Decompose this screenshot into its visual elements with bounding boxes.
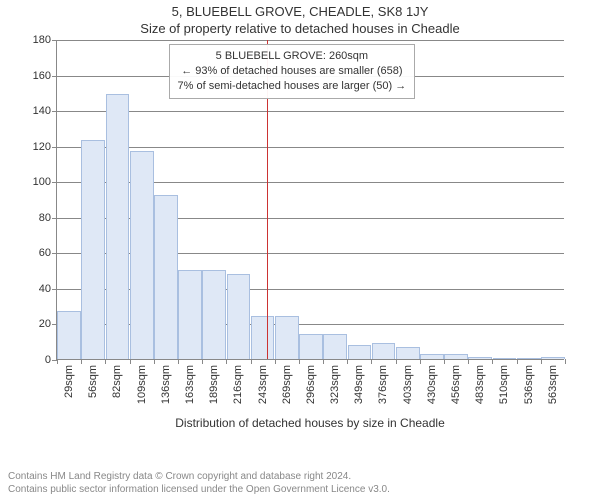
y-tick-label: 140: [33, 105, 57, 117]
histogram-bar: [106, 94, 130, 359]
histogram-bar: [154, 195, 178, 359]
annotation-line: ← 93% of detached houses are smaller (65…: [178, 64, 407, 79]
annotation-line: 7% of semi-detached houses are larger (5…: [178, 79, 407, 94]
chart-container: Number of detached properties 0204060801…: [56, 40, 584, 430]
x-tick-label: 563sqm: [547, 365, 559, 404]
histogram-bar: [348, 345, 372, 359]
footer-line-1: Contains HM Land Registry data © Crown c…: [8, 470, 390, 483]
chart-plot-area: 02040608010012014016018029sqm56sqm82sqm1…: [56, 40, 564, 360]
gridline: [57, 40, 564, 41]
histogram-bar: [517, 358, 541, 359]
x-tick-label: 269sqm: [281, 365, 293, 404]
histogram-bar: [178, 270, 202, 359]
x-axis-label: Distribution of detached houses by size …: [56, 416, 564, 430]
histogram-bar: [420, 354, 444, 359]
x-tick-label: 56sqm: [87, 365, 99, 398]
histogram-bar: [275, 316, 299, 359]
gridline: [57, 111, 564, 112]
histogram-bar: [541, 357, 565, 359]
x-tick-label: 29sqm: [63, 365, 75, 398]
histogram-bar: [372, 343, 396, 359]
x-tick-label: 82sqm: [111, 365, 123, 398]
histogram-bar: [396, 347, 420, 359]
y-tick-label: 80: [39, 212, 57, 224]
y-tick-label: 40: [39, 283, 57, 295]
annotation-line: 5 BLUEBELL GROVE: 260sqm: [178, 49, 407, 64]
x-tick-label: 216sqm: [232, 365, 244, 404]
histogram-bar: [493, 358, 517, 359]
annotation-box: 5 BLUEBELL GROVE: 260sqm← 93% of detache…: [169, 44, 416, 99]
x-tick-label: 483sqm: [474, 365, 486, 404]
y-tick-label: 60: [39, 247, 57, 259]
x-tick-label: 136sqm: [160, 365, 172, 404]
x-tick-label: 536sqm: [523, 365, 535, 404]
histogram-bar: [251, 316, 275, 359]
x-tick-label: 189sqm: [208, 365, 220, 404]
histogram-bar: [444, 354, 468, 359]
page-title: 5, BLUEBELL GROVE, CHEADLE, SK8 1JY: [0, 0, 600, 19]
x-tick-label: 403sqm: [402, 365, 414, 404]
histogram-bar: [202, 270, 226, 359]
x-tick-label: 456sqm: [450, 365, 462, 404]
x-tick-label: 376sqm: [377, 365, 389, 404]
y-tick-label: 120: [33, 141, 57, 153]
histogram-bar: [81, 140, 105, 359]
x-tick-label: 163sqm: [184, 365, 196, 404]
x-tick-label: 296sqm: [305, 365, 317, 404]
histogram-bar: [130, 151, 154, 359]
histogram-bar: [323, 334, 347, 359]
page-subtitle: Size of property relative to detached ho…: [0, 19, 600, 38]
x-tick-label: 430sqm: [426, 365, 438, 404]
histogram-bar: [57, 311, 81, 359]
x-tick-label: 109sqm: [136, 365, 148, 404]
y-tick-label: 20: [39, 318, 57, 330]
x-tick-label: 323sqm: [329, 365, 341, 404]
x-tick-label: 243sqm: [257, 365, 269, 404]
x-tick-label: 349sqm: [353, 365, 365, 404]
footer-line-2: Contains public sector information licen…: [8, 483, 390, 496]
y-tick-label: 0: [45, 354, 57, 366]
histogram-bar: [468, 357, 492, 359]
y-tick-label: 160: [33, 70, 57, 82]
x-tick-label: 510sqm: [498, 365, 510, 404]
histogram-bar: [299, 334, 323, 359]
y-tick-label: 180: [33, 34, 57, 46]
footer-attribution: Contains HM Land Registry data © Crown c…: [8, 470, 390, 496]
y-tick-label: 100: [33, 176, 57, 188]
gridline: [57, 147, 564, 148]
histogram-bar: [227, 274, 251, 359]
